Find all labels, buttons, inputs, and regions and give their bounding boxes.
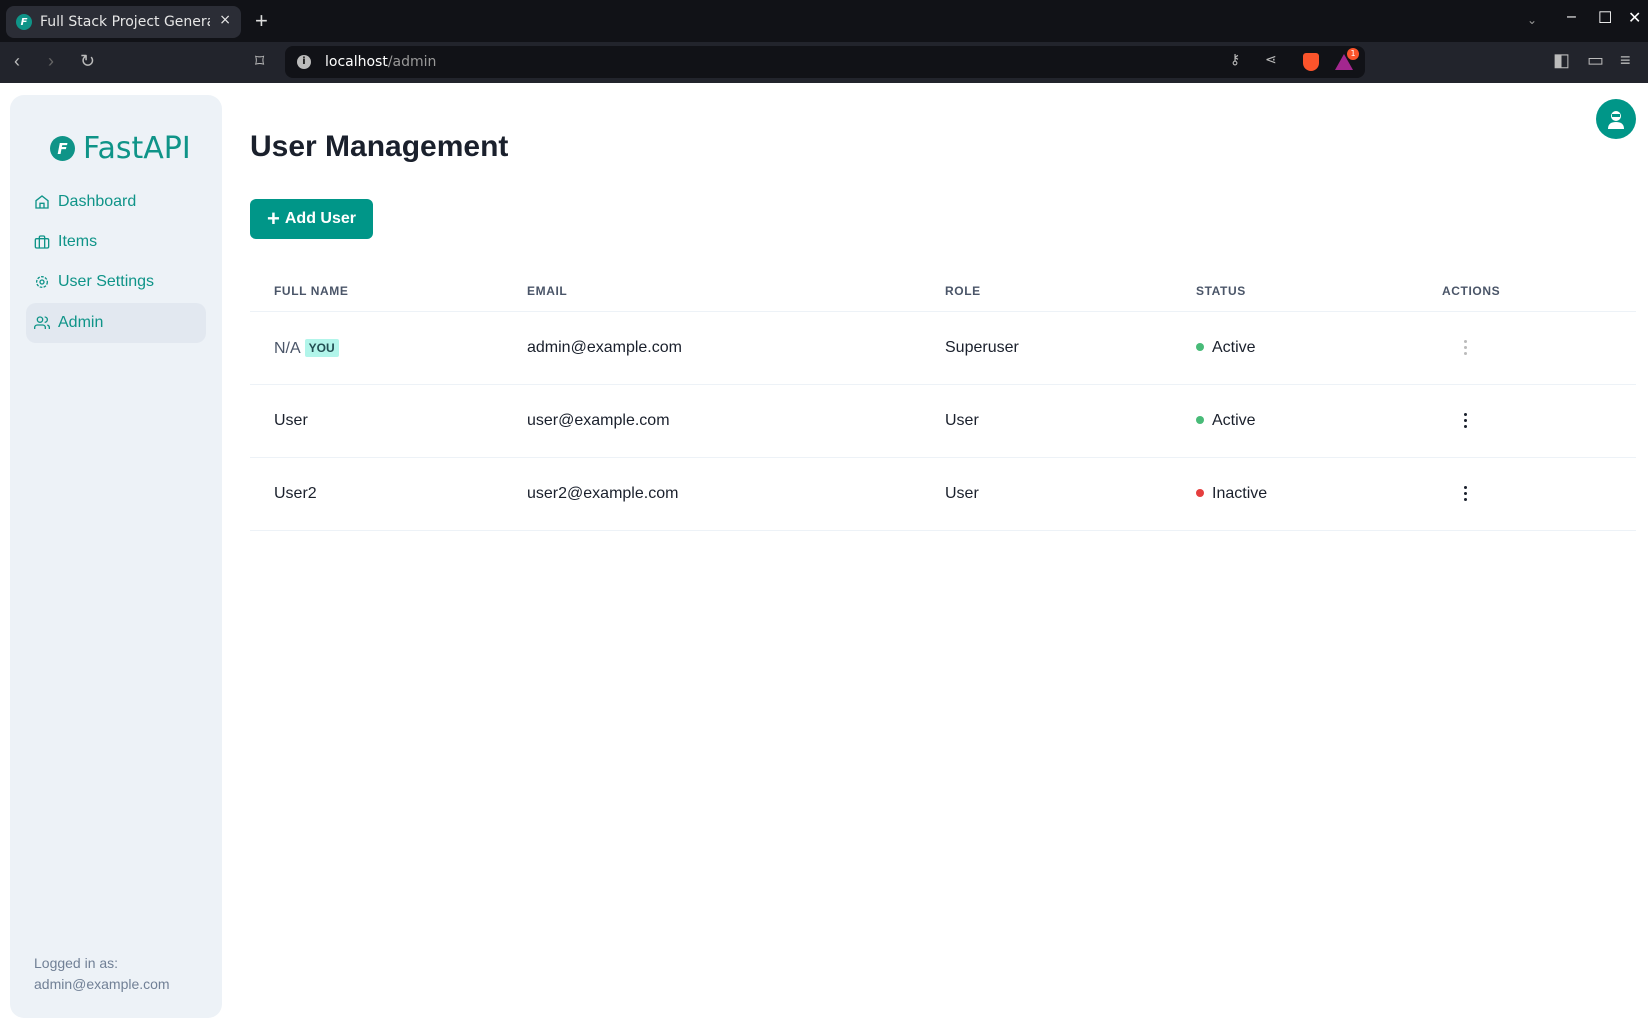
site-info-icon[interactable]: i	[297, 55, 311, 69]
table-row: N/A YOU admin@example.com Superuser Activ…	[250, 312, 1636, 385]
sidebar-item-items[interactable]: Items	[26, 222, 206, 262]
maximize-icon[interactable]: ☐	[1598, 10, 1613, 27]
column-header: ROLE	[945, 284, 981, 298]
new-tab-button[interactable]: +	[255, 8, 268, 33]
sidebar-item-admin[interactable]: Admin	[26, 303, 206, 343]
brave-shields-icon[interactable]	[1303, 53, 1319, 71]
email-cell: user2@example.com	[527, 485, 679, 502]
add-user-button[interactable]: + Add User	[250, 199, 373, 239]
logged-in-info: Logged in as: admin@example.com	[34, 953, 170, 995]
row-actions-menu-disabled	[1460, 336, 1470, 358]
full-name-cell: N/A YOU	[274, 339, 339, 358]
status-dot	[1196, 416, 1204, 424]
table-header: FULL NAME EMAIL ROLE STATUS ACTIONS	[250, 270, 1636, 312]
logged-in-label: Logged in as:	[34, 955, 119, 971]
role-cell: Superuser	[945, 339, 1019, 356]
status-cell: Active	[1196, 339, 1256, 357]
full-name-cell: User2	[274, 485, 317, 502]
role-cell: User	[945, 412, 979, 429]
email-cell: user@example.com	[527, 412, 670, 429]
logged-in-email: admin@example.com	[34, 976, 170, 992]
user-menu-avatar[interactable]	[1596, 99, 1636, 139]
gear-icon	[36, 276, 48, 288]
column-header: ACTIONS	[1442, 284, 1501, 298]
role-cell: User	[945, 485, 979, 502]
page-title: User Management	[250, 130, 509, 163]
table-row: User user@example.com User Active	[250, 385, 1636, 458]
full-name: N/A	[274, 340, 301, 357]
sidebar-item-label: Items	[58, 233, 98, 250]
bookmark-icon[interactable]: ⌑	[255, 51, 265, 71]
logo-text: FastAPI	[83, 131, 191, 166]
wallet-icon[interactable]: ▭	[1587, 50, 1605, 70]
menu-icon[interactable]: ≡	[1620, 50, 1631, 70]
close-tab-icon[interactable]: ×	[219, 12, 231, 28]
table-row: User2 user2@example.com User Inactive	[250, 458, 1636, 531]
status-cell: Inactive	[1196, 485, 1267, 503]
plus-icon: +	[267, 206, 280, 231]
rewards-badge: 1	[1347, 48, 1359, 60]
sidebar-item-label: Admin	[58, 314, 104, 331]
status-dot	[1196, 489, 1204, 497]
briefcase-icon	[34, 235, 50, 249]
email-cell: admin@example.com	[527, 339, 682, 356]
fastapi-logo-icon: F	[50, 136, 75, 161]
sidebar-item-label: Dashboard	[58, 193, 137, 210]
forward-icon[interactable]: ›	[48, 51, 54, 71]
status-text: Inactive	[1212, 485, 1268, 502]
browser-tab[interactable]: F Full Stack Project Generator ×	[6, 6, 241, 38]
status-dot	[1196, 343, 1204, 351]
user-avatar-icon	[1608, 111, 1624, 129]
column-header: EMAIL	[527, 284, 568, 298]
key-icon[interactable]: ⚷	[1230, 52, 1241, 68]
url-path: /admin	[387, 54, 437, 70]
share-icon[interactable]: ⋖	[1265, 52, 1277, 68]
column-header: FULL NAME	[274, 284, 349, 298]
sidebar: F FastAPI Dashboard Items User Settings A…	[10, 95, 222, 1018]
add-user-label: Add User	[284, 210, 356, 227]
users-icon	[34, 316, 50, 329]
sidebar-item-label: User Settings	[58, 273, 155, 290]
sidebar-item-user-settings[interactable]: User Settings	[26, 262, 206, 302]
row-actions-menu[interactable]	[1460, 409, 1470, 431]
back-icon[interactable]: ‹	[14, 51, 20, 71]
sidebar-toggle-icon[interactable]: ◧	[1553, 50, 1571, 70]
browser-tab-bar: F Full Stack Project Generator × + ⌄ – ☐…	[0, 0, 1648, 42]
tab-list-chevron-icon[interactable]: ⌄	[1527, 13, 1538, 27]
browser-toolbar: ‹ › ↻ ⌑ i localhost/admin ⚷ ⋖ 1 ◧ ▭ ≡	[0, 42, 1648, 83]
reload-icon[interactable]: ↻	[80, 51, 96, 71]
home-icon	[35, 195, 49, 209]
full-name-cell: User	[274, 412, 308, 429]
column-header: STATUS	[1196, 284, 1246, 298]
minimize-icon[interactable]: –	[1567, 8, 1576, 25]
row-actions-menu[interactable]	[1460, 482, 1470, 504]
you-badge: YOU	[304, 339, 339, 357]
sidebar-item-dashboard[interactable]: Dashboard	[26, 182, 206, 222]
tab-title: Full Stack Project Generator	[40, 14, 210, 30]
address-bar[interactable]: i localhost/admin ⚷ ⋖ 1	[285, 46, 1365, 78]
status-text: Active	[1212, 412, 1256, 429]
fastapi-logo[interactable]: F FastAPI	[50, 131, 191, 166]
url-host: localhost	[325, 54, 388, 70]
status-cell: Active	[1196, 412, 1256, 430]
status-text: Active	[1212, 339, 1256, 356]
users-table: FULL NAME EMAIL ROLE STATUS ACTIONS N/A Y…	[250, 270, 1636, 531]
fastapi-favicon-icon: F	[16, 14, 32, 30]
close-window-icon[interactable]: ✕	[1628, 10, 1642, 27]
